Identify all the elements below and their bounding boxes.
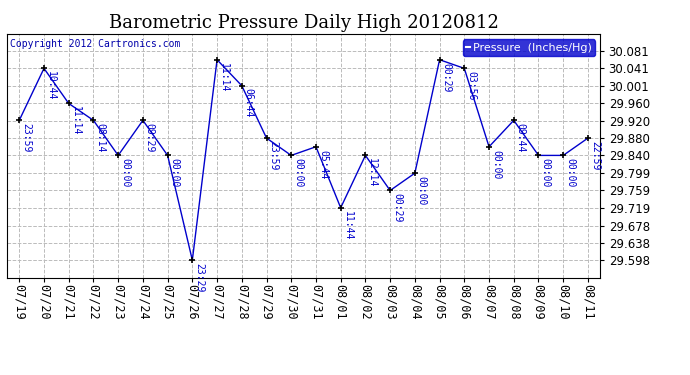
Text: 09:29: 09:29: [145, 123, 155, 153]
Text: 00:00: 00:00: [293, 158, 303, 188]
Text: 06:44: 06:44: [244, 88, 254, 118]
Text: 23:59: 23:59: [21, 123, 31, 153]
Text: 11:14: 11:14: [70, 106, 81, 136]
Text: 00:00: 00:00: [120, 158, 130, 188]
Text: 00:00: 00:00: [170, 158, 179, 188]
Text: 23:59: 23:59: [268, 141, 279, 170]
Text: 00:00: 00:00: [540, 158, 551, 188]
Text: 22:59: 22:59: [590, 141, 600, 170]
Text: 00:00: 00:00: [417, 176, 427, 205]
Text: 00:00: 00:00: [491, 150, 501, 179]
Text: 11:44: 11:44: [343, 211, 353, 240]
Text: 00:29: 00:29: [392, 193, 402, 223]
Text: 03:56: 03:56: [466, 71, 476, 100]
Text: 11:14: 11:14: [219, 63, 229, 92]
Title: Barometric Pressure Daily High 20120812: Barometric Pressure Daily High 20120812: [108, 14, 499, 32]
Text: 10:44: 10:44: [46, 71, 56, 100]
Text: 05:44: 05:44: [318, 150, 328, 179]
Text: Copyright 2012 Cartronics.com: Copyright 2012 Cartronics.com: [10, 39, 180, 49]
Text: 23:29: 23:29: [195, 263, 204, 292]
Text: 00:29: 00:29: [442, 63, 451, 92]
Text: 12:14: 12:14: [367, 158, 377, 188]
Text: 00:00: 00:00: [565, 158, 575, 188]
Text: 08:14: 08:14: [95, 123, 106, 153]
Text: 09:44: 09:44: [515, 123, 526, 153]
Legend: Pressure  (Inches/Hg): Pressure (Inches/Hg): [462, 39, 595, 56]
